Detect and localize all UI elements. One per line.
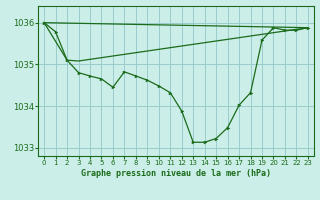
X-axis label: Graphe pression niveau de la mer (hPa): Graphe pression niveau de la mer (hPa) <box>81 169 271 178</box>
